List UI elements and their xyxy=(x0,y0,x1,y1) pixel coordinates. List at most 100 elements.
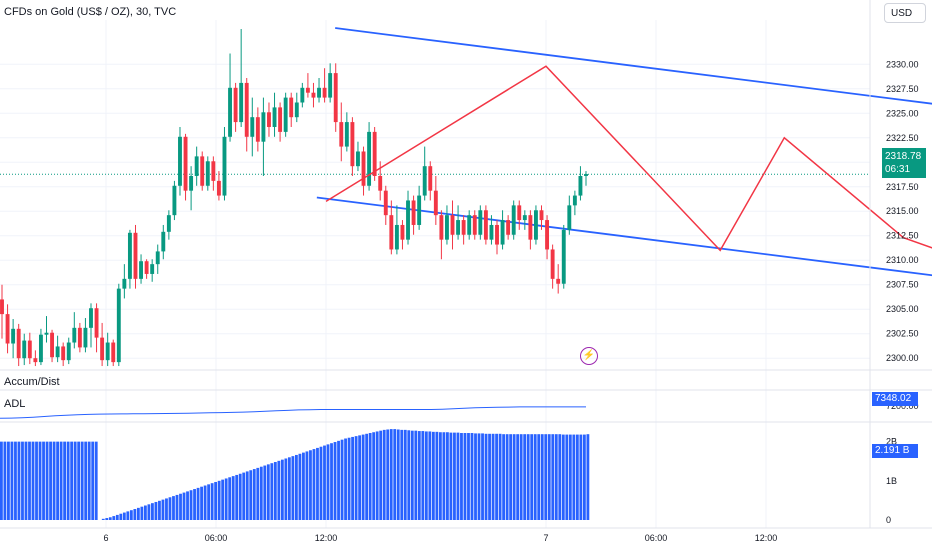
volume-bar xyxy=(21,441,24,520)
lightning-icon[interactable]: ⚡ xyxy=(580,347,598,365)
candle-body xyxy=(94,308,99,338)
candle-body xyxy=(83,327,88,348)
candle-body xyxy=(533,210,538,240)
volume-bar xyxy=(309,450,312,520)
price-tick-label: 2302.50 xyxy=(886,329,919,339)
volume-bar xyxy=(56,441,59,520)
candle-body xyxy=(178,136,182,186)
candle-body xyxy=(200,156,205,186)
volume-bar xyxy=(52,441,56,520)
candle-body xyxy=(116,288,121,363)
volume-bar xyxy=(291,456,295,520)
adl-label[interactable]: ADL xyxy=(4,398,26,410)
volume-bar xyxy=(372,432,376,520)
grid-lines xyxy=(0,20,870,528)
candle-body xyxy=(517,205,522,221)
adl-series xyxy=(0,406,586,419)
volume-bars xyxy=(0,429,590,520)
candle-body xyxy=(361,151,366,186)
volume-bar xyxy=(158,500,161,520)
candle-body xyxy=(244,82,249,137)
candle-body xyxy=(228,87,232,137)
volume-bar xyxy=(512,434,516,520)
time-tick-label: 7 xyxy=(543,533,548,543)
volume-bar xyxy=(410,430,414,520)
volume-bar xyxy=(108,517,112,520)
volume-bar xyxy=(460,433,463,520)
volume-bar xyxy=(361,434,365,520)
candle-body xyxy=(561,229,566,284)
candle-body xyxy=(250,117,255,137)
candle-body xyxy=(422,166,427,196)
accum-dist-label[interactable]: Accum/Dist xyxy=(4,376,60,388)
candle-body xyxy=(400,224,405,240)
last-price-tag: 2318.78 06:31 xyxy=(882,148,926,178)
candle-body xyxy=(500,220,505,245)
currency-button[interactable]: USD xyxy=(884,3,926,23)
candle-body xyxy=(216,180,221,196)
volume-bar xyxy=(358,435,362,520)
volume-bar xyxy=(273,462,277,520)
volume-bar xyxy=(474,433,477,520)
candle-body xyxy=(417,195,422,225)
volume-bar xyxy=(17,441,21,520)
volume-bar xyxy=(516,434,520,520)
candle-body xyxy=(55,346,60,358)
volume-bar xyxy=(70,441,74,520)
candle-body xyxy=(322,87,327,98)
volume-bar xyxy=(59,441,63,520)
candle-body xyxy=(5,314,10,344)
candle-body xyxy=(411,200,416,225)
candle-body xyxy=(38,334,43,363)
candle-body xyxy=(539,210,544,221)
volume-bar xyxy=(565,434,569,520)
candle-body xyxy=(339,122,344,147)
volume-bar xyxy=(179,493,182,520)
candle-body xyxy=(261,112,266,142)
volume-bar xyxy=(280,459,284,520)
descending-channel xyxy=(316,27,932,277)
volume-bar xyxy=(266,464,270,520)
candle-body xyxy=(161,231,166,252)
volume-bar xyxy=(242,472,246,520)
candle-body xyxy=(439,215,444,240)
bar-countdown: 06:31 xyxy=(885,164,911,175)
candle-body xyxy=(317,87,321,98)
candle-body xyxy=(72,327,77,343)
adl-tick-label: 7200.00 xyxy=(886,401,919,411)
volume-bar xyxy=(147,504,151,520)
volume-bar xyxy=(133,509,137,520)
volume-bar xyxy=(495,433,498,520)
candle-body xyxy=(11,328,16,344)
candle-body xyxy=(445,215,449,240)
volume-bar xyxy=(568,434,572,520)
price-tick-label: 2315.00 xyxy=(886,206,919,216)
candle-body xyxy=(183,136,188,191)
volume-bar xyxy=(151,503,154,520)
volume-bar xyxy=(481,433,484,520)
volume-bar xyxy=(49,441,52,520)
volume-bar xyxy=(210,483,214,520)
volume-bar xyxy=(435,431,439,520)
volume-bar xyxy=(344,438,347,520)
volume-bar xyxy=(245,471,249,520)
volume-bar xyxy=(14,441,17,520)
candle-body xyxy=(483,210,488,240)
volume-bar xyxy=(252,469,256,520)
volume-label[interactable]: 24H Vol (close) xyxy=(4,430,79,442)
candle-body xyxy=(378,175,383,191)
volume-bar xyxy=(498,433,502,520)
volume-bar xyxy=(122,512,126,520)
candle-body xyxy=(567,205,572,230)
volume-bar xyxy=(66,441,70,520)
volume-bar xyxy=(477,433,481,520)
candle-body xyxy=(545,220,550,250)
price-tick-label: 2327.50 xyxy=(886,84,919,94)
volume-bar xyxy=(354,436,358,520)
last-price-value: 2318.78 xyxy=(885,151,922,162)
volume-bar xyxy=(502,434,506,520)
volume-bar xyxy=(228,477,232,520)
volume-bar xyxy=(505,434,509,520)
